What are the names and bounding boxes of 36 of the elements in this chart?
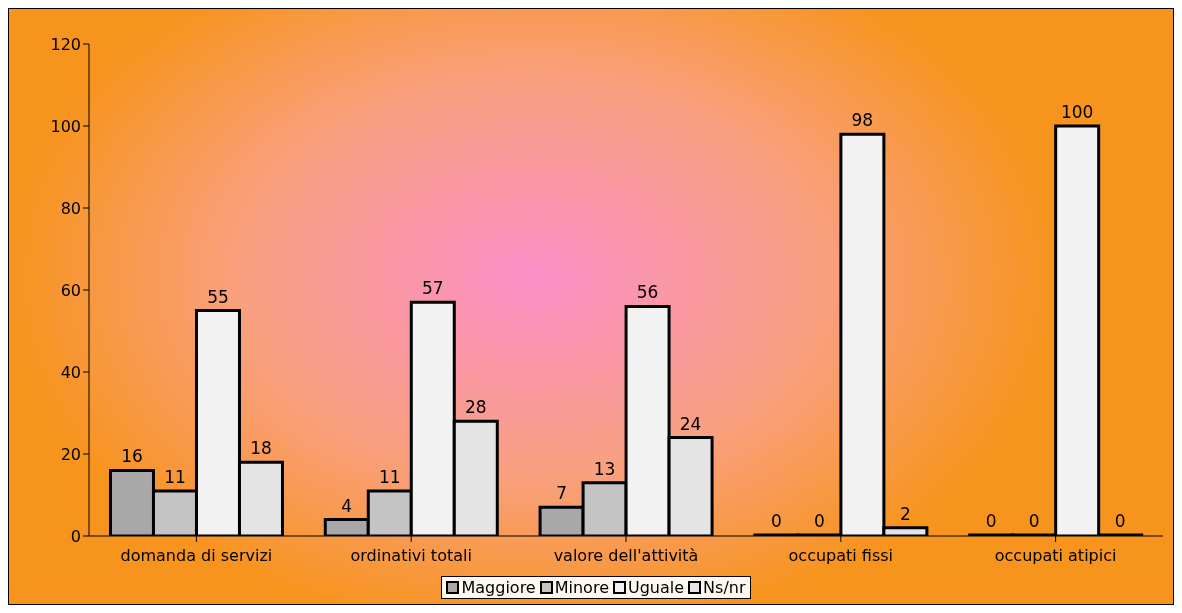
x-tick-label: occupati atipici [994, 546, 1117, 566]
data-label: 18 [250, 438, 272, 459]
x-tick-label: valore dell'attività [553, 546, 699, 566]
y-tick-label: 100 [50, 116, 81, 136]
y-tick-label: 40 [60, 362, 81, 382]
data-label: 16 [121, 446, 143, 467]
data-label: 0 [813, 511, 825, 531]
data-label: 0 [770, 511, 782, 531]
data-label: 100 [1060, 102, 1094, 122]
y-tick-label: 80 [60, 198, 81, 218]
data-label: 13 [593, 458, 616, 479]
x-tick-label: ordinativi totali [350, 546, 472, 566]
data-label: 24 [679, 413, 702, 434]
data-label: 0 [985, 511, 997, 531]
data-label: 7 [556, 483, 567, 504]
data-label: 11 [378, 466, 401, 487]
data-label: 4 [341, 495, 353, 516]
legend-label: Uguale [627, 578, 685, 597]
legend-label: Maggiore [461, 578, 536, 597]
x-tick-label: domanda di servizi [120, 546, 273, 566]
y-tick-label: 20 [60, 444, 81, 464]
y-tick-label: 0 [70, 526, 81, 546]
x-tick-label: occupati fissi [788, 546, 894, 566]
y-tick-label: 120 [50, 34, 81, 54]
data-label: 2 [899, 503, 911, 524]
data-label: 28 [464, 397, 487, 418]
data-label: 0 [1114, 511, 1126, 531]
data-label: 11 [164, 466, 186, 487]
legend-label: Ns/nr [703, 578, 746, 597]
legend-label: Minore [554, 578, 609, 597]
y-tick-label: 60 [60, 280, 81, 300]
data-label: 55 [207, 286, 229, 307]
data-label: 56 [636, 282, 659, 303]
data-label: 57 [421, 278, 444, 299]
data-label: 0 [1028, 511, 1040, 531]
data-label: 98 [851, 110, 874, 131]
